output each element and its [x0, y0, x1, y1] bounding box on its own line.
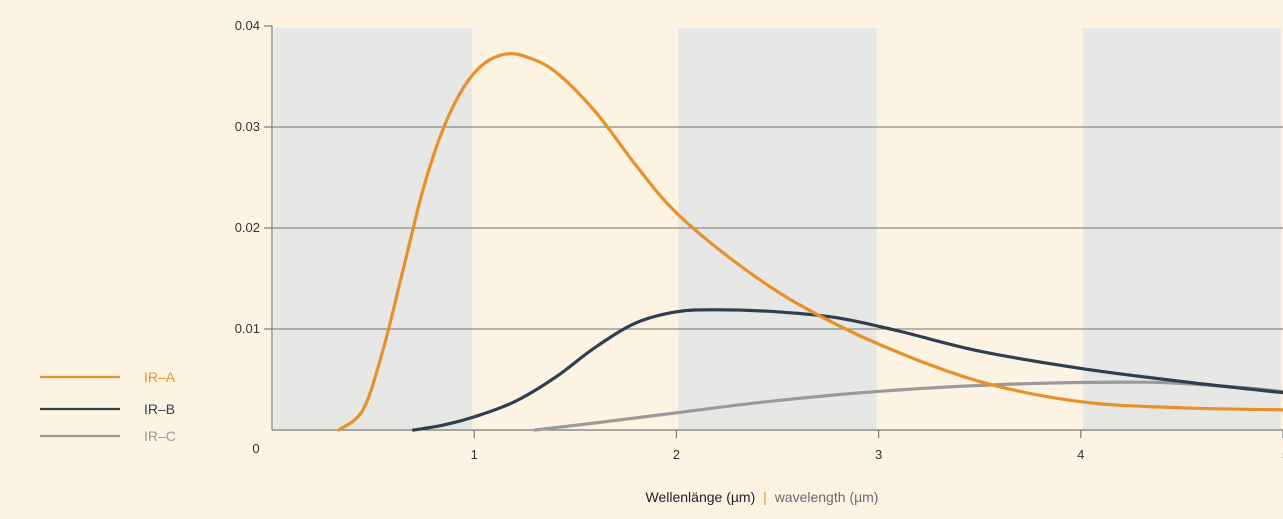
- x-tick-label-1: 1: [471, 447, 478, 462]
- x-axis-label-main: Wellenlänge (µm): [646, 489, 756, 505]
- y-tick-label-0: 0.01: [235, 321, 260, 336]
- band-0: [274, 28, 472, 430]
- band-2: [1083, 28, 1281, 430]
- band-1: [678, 28, 876, 430]
- x-tick-label-3: 3: [875, 447, 882, 462]
- y-tick-label-2: 0.03: [235, 119, 260, 134]
- x-tick-label-4: 4: [1077, 447, 1084, 462]
- legend-label-0: IR–A: [144, 369, 176, 385]
- x-tick-label-2: 2: [673, 447, 680, 462]
- legend: IR–A IR–B IR–C: [40, 369, 176, 444]
- y-tick-label-3: 0.04: [235, 18, 260, 33]
- legend-label-2: IR–C: [144, 428, 176, 444]
- background-bands: [274, 28, 1281, 430]
- x-tick-label-0: 0: [252, 441, 259, 456]
- y-tick-label-1: 0.02: [235, 220, 260, 235]
- x-axis-label: Wellenlänge (µm) | wavelength (µm): [646, 489, 879, 505]
- x-axis-label-separator: |: [763, 489, 767, 505]
- legend-label-1: IR–B: [144, 401, 175, 417]
- x-axis-label-secondary: wavelength (µm): [774, 489, 879, 505]
